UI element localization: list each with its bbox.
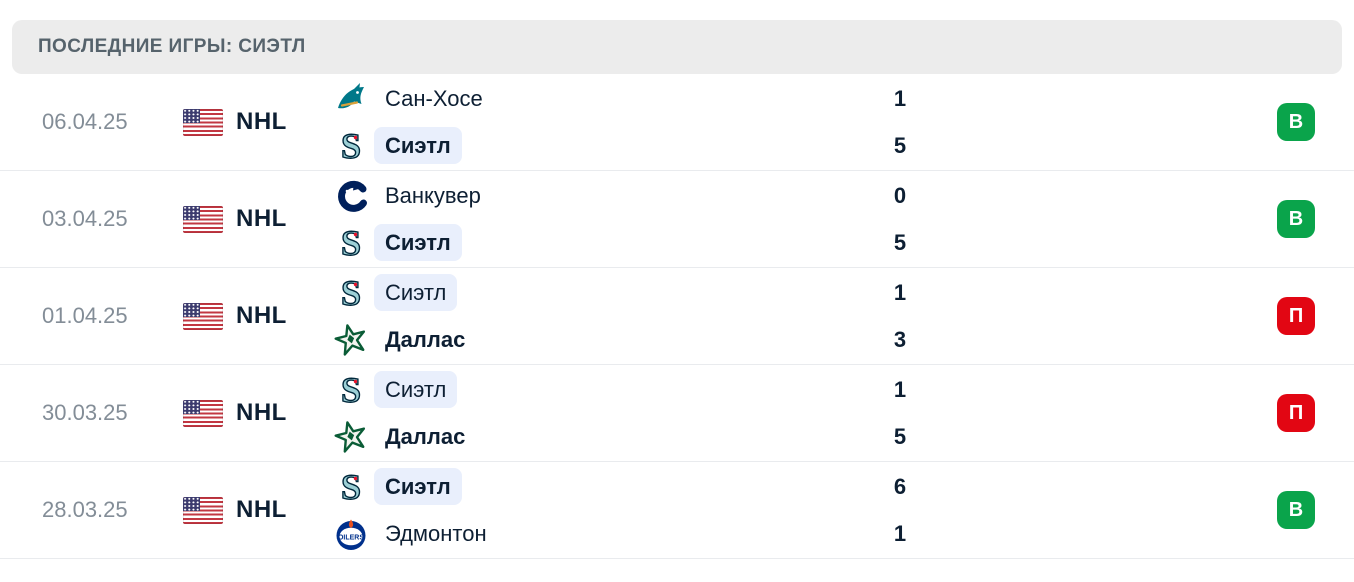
team-line-home: Даллас: [333, 418, 850, 456]
team-score: 1: [893, 85, 907, 111]
teams-cell: S Сиэтл Даллас: [333, 371, 850, 456]
teams-cell: S Сиэтл Даллас: [333, 274, 850, 359]
team-name: Сиэтл: [374, 224, 462, 261]
san-jose-sharks-logo: [333, 81, 369, 117]
league-label: NHL: [236, 205, 287, 232]
team-name: Сиэтл: [374, 274, 458, 311]
team-line-away: Сан-Хосе: [333, 80, 850, 118]
result-badge: В: [1277, 103, 1315, 141]
scores-cell: 6 1: [850, 468, 950, 553]
svg-text:S: S: [341, 225, 361, 261]
team-score: 5: [893, 132, 907, 158]
league-label: NHL: [236, 496, 287, 523]
seattle-kraken-logo: S: [333, 225, 369, 261]
seattle-kraken-logo: S: [333, 275, 369, 311]
edmonton-oilers-logo: OILERS: [333, 516, 369, 552]
usa-flag-icon: [183, 399, 223, 427]
league-cell: NHL: [183, 302, 333, 330]
team-name: Сан-Хосе: [385, 86, 483, 111]
team-score: 0: [893, 182, 907, 208]
teams-cell: Сан-Хосе S Сиэтл: [333, 80, 850, 165]
team-line-home: OILERS Эдмонтон: [333, 515, 850, 553]
vancouver-canucks-logo: [333, 178, 369, 214]
team-name: Сиэтл: [374, 468, 462, 505]
match-date: 01.04.25: [42, 303, 128, 328]
panel-title: ПОСЛЕДНИЕ ИГРЫ: СИЭТЛ: [38, 36, 306, 57]
seattle-kraken-logo: S: [333, 128, 369, 164]
team-name: Эдмонтон: [385, 521, 487, 546]
team-line-away: S Сиэтл: [333, 468, 850, 506]
svg-text:OILERS: OILERS: [338, 534, 364, 541]
team-name: Ванкувер: [385, 183, 481, 208]
match-row[interactable]: 06.04.25 NHL Сан-Хосе S Сиэтл 1 5 В: [0, 74, 1354, 171]
svg-text:S: S: [341, 469, 361, 505]
teams-cell: S Сиэтл OILERS Эдмонтон: [333, 468, 850, 553]
team-name: Сиэтл: [374, 371, 458, 408]
team-name: Даллас: [385, 327, 466, 352]
match-row[interactable]: 30.03.25 NHL S Сиэтл Даллас 1 5 П: [0, 365, 1354, 462]
match-row[interactable]: 03.04.25 NHL Ванкувер S Сиэтл 0 5 В: [0, 171, 1354, 268]
usa-flag-icon: [183, 108, 223, 136]
team-score: 5: [893, 423, 907, 449]
result-badge: В: [1277, 491, 1315, 529]
league-cell: NHL: [183, 205, 333, 233]
panel-header: ПОСЛЕДНИЕ ИГРЫ: СИЭТЛ: [12, 20, 1342, 74]
team-line-home: Даллас: [333, 321, 850, 359]
team-line-home: S Сиэтл: [333, 127, 850, 165]
seattle-kraken-logo: S: [333, 372, 369, 408]
teams-cell: Ванкувер S Сиэтл: [333, 177, 850, 262]
dallas-stars-logo: [333, 419, 369, 455]
team-score: 1: [893, 376, 907, 402]
league-label: NHL: [236, 302, 287, 329]
result-badge: П: [1277, 297, 1315, 335]
match-list: 06.04.25 NHL Сан-Хосе S Сиэтл 1 5 В 03.0…: [0, 74, 1354, 559]
league-label: NHL: [236, 399, 287, 426]
match-date: 06.04.25: [42, 109, 128, 134]
team-line-away: Ванкувер: [333, 177, 850, 215]
team-score: 3: [893, 326, 907, 352]
league-cell: NHL: [183, 399, 333, 427]
league-label: NHL: [236, 108, 287, 135]
scores-cell: 1 5: [850, 80, 950, 165]
team-line-away: S Сиэтл: [333, 371, 850, 409]
team-name: Даллас: [385, 424, 466, 449]
usa-flag-icon: [183, 205, 223, 233]
match-row[interactable]: 01.04.25 NHL S Сиэтл Даллас 1 3 П: [0, 268, 1354, 365]
scores-cell: 1 5: [850, 371, 950, 456]
team-score: 5: [893, 229, 907, 255]
team-line-home: S Сиэтл: [333, 224, 850, 262]
usa-flag-icon: [183, 496, 223, 524]
usa-flag-icon: [183, 302, 223, 330]
scores-cell: 1 3: [850, 274, 950, 359]
svg-text:S: S: [341, 372, 361, 408]
seattle-kraken-logo: S: [333, 469, 369, 505]
league-cell: NHL: [183, 108, 333, 136]
svg-text:S: S: [341, 128, 361, 164]
svg-text:S: S: [341, 275, 361, 311]
team-name: Сиэтл: [374, 127, 462, 164]
dallas-stars-logo: [333, 322, 369, 358]
match-date: 30.03.25: [42, 400, 128, 425]
match-row[interactable]: 28.03.25 NHL S Сиэтл OILERS Эдмонтон 6 1…: [0, 462, 1354, 559]
team-score: 1: [893, 279, 907, 305]
match-date: 03.04.25: [42, 206, 128, 231]
result-badge: В: [1277, 200, 1315, 238]
match-date: 28.03.25: [42, 497, 128, 522]
team-score: 1: [893, 520, 907, 546]
league-cell: NHL: [183, 496, 333, 524]
result-badge: П: [1277, 394, 1315, 432]
scores-cell: 0 5: [850, 177, 950, 262]
team-line-away: S Сиэтл: [333, 274, 850, 312]
team-score: 6: [893, 473, 907, 499]
